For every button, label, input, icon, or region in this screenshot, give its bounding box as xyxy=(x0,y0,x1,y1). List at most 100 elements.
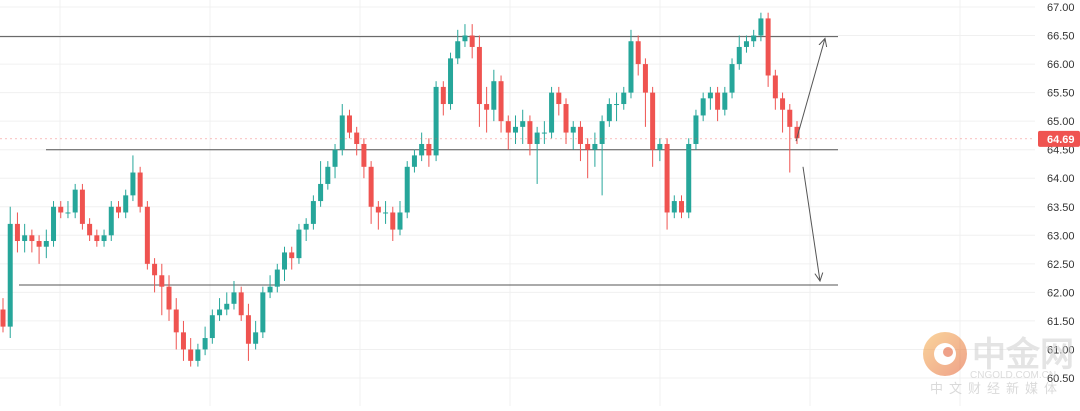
candle-body xyxy=(462,35,468,42)
candle-body xyxy=(238,292,244,316)
candle xyxy=(325,161,331,190)
candle-body xyxy=(794,126,800,139)
candle-body xyxy=(606,104,612,122)
candle-body xyxy=(65,212,71,214)
candle-body xyxy=(476,46,482,105)
candle xyxy=(238,286,244,321)
candle xyxy=(217,298,223,321)
candle-body xyxy=(426,143,432,156)
candle xyxy=(440,81,446,116)
candle-body xyxy=(354,132,360,144)
candle xyxy=(606,98,612,127)
candle xyxy=(195,343,201,367)
candle xyxy=(679,195,685,219)
candle-body xyxy=(693,115,699,144)
arrow-down xyxy=(802,166,820,281)
candle xyxy=(188,338,194,367)
candle xyxy=(58,201,64,219)
y-tick-label: 61.00 xyxy=(1047,344,1075,356)
candle-body xyxy=(614,104,620,106)
candle-body xyxy=(520,121,526,127)
watermark-tagline: 中文财经新媒体 xyxy=(930,381,1063,396)
coin-logo-icon xyxy=(923,332,967,376)
candle xyxy=(700,92,706,122)
candle-body xyxy=(144,206,150,264)
candle-body xyxy=(253,332,259,344)
candle-body xyxy=(563,104,569,133)
candle-body xyxy=(686,143,692,213)
candle xyxy=(751,29,757,47)
candle-body xyxy=(325,166,331,184)
candle-body xyxy=(671,201,677,213)
candle-body xyxy=(303,223,309,230)
candle-body xyxy=(512,126,518,133)
candle-body xyxy=(433,86,439,156)
candle xyxy=(14,212,20,253)
candle-body xyxy=(577,126,583,144)
candle-body xyxy=(231,292,237,304)
candle xyxy=(282,246,288,281)
candle-body xyxy=(289,252,295,259)
candle xyxy=(628,29,634,99)
candle xyxy=(43,229,49,259)
candle-body xyxy=(758,18,764,36)
candle xyxy=(722,86,728,116)
y-tick-label: 66.00 xyxy=(1047,59,1075,71)
candle xyxy=(505,115,511,150)
candle xyxy=(318,161,324,207)
candle xyxy=(541,121,547,144)
candle xyxy=(433,81,439,162)
candle xyxy=(715,86,721,122)
candle-body xyxy=(628,41,634,93)
candle xyxy=(87,218,93,242)
candle-body xyxy=(115,206,121,213)
candle-body xyxy=(570,126,576,133)
candle xyxy=(621,86,627,110)
candle xyxy=(758,12,764,42)
candle xyxy=(94,229,100,247)
candle xyxy=(419,132,425,162)
candle xyxy=(736,35,742,70)
candle-body xyxy=(87,223,93,236)
candle-body xyxy=(469,35,475,47)
candle-body xyxy=(736,46,742,65)
candle xyxy=(462,24,468,47)
candle-body xyxy=(679,201,685,213)
candle xyxy=(765,12,771,87)
watermark-domain: CNGOLD.COM.CN xyxy=(970,370,1056,381)
candle xyxy=(642,58,648,127)
candle-body xyxy=(390,212,396,230)
candle-body xyxy=(657,143,663,150)
candle xyxy=(202,326,208,356)
candle-body xyxy=(455,41,461,59)
candle-body xyxy=(72,189,78,213)
candle xyxy=(743,35,749,53)
candle xyxy=(108,201,114,242)
candle-body xyxy=(592,143,598,150)
candle-body xyxy=(419,143,425,156)
y-tick-label: 64.00 xyxy=(1047,173,1075,185)
candle-body xyxy=(642,64,648,93)
y-tick-label: 65.50 xyxy=(1047,88,1075,100)
candle xyxy=(346,109,352,139)
candle xyxy=(245,303,251,361)
candle xyxy=(484,86,490,133)
candle xyxy=(274,263,280,293)
candle-body xyxy=(58,206,64,213)
candle xyxy=(51,201,57,247)
candle-body xyxy=(498,81,504,122)
candle-body xyxy=(282,252,288,270)
candle-body xyxy=(780,98,786,110)
candle xyxy=(231,280,237,310)
y-tick-label: 62.00 xyxy=(1047,287,1075,299)
candle xyxy=(0,298,6,333)
y-tick-label: 63.50 xyxy=(1047,202,1075,214)
candle-body xyxy=(729,64,735,93)
candle-body xyxy=(772,75,778,99)
candle-body xyxy=(585,143,591,150)
candle xyxy=(772,69,778,110)
candle-body xyxy=(404,166,410,213)
y-tick-label: 64.50 xyxy=(1047,145,1075,157)
candle-body xyxy=(79,189,85,224)
